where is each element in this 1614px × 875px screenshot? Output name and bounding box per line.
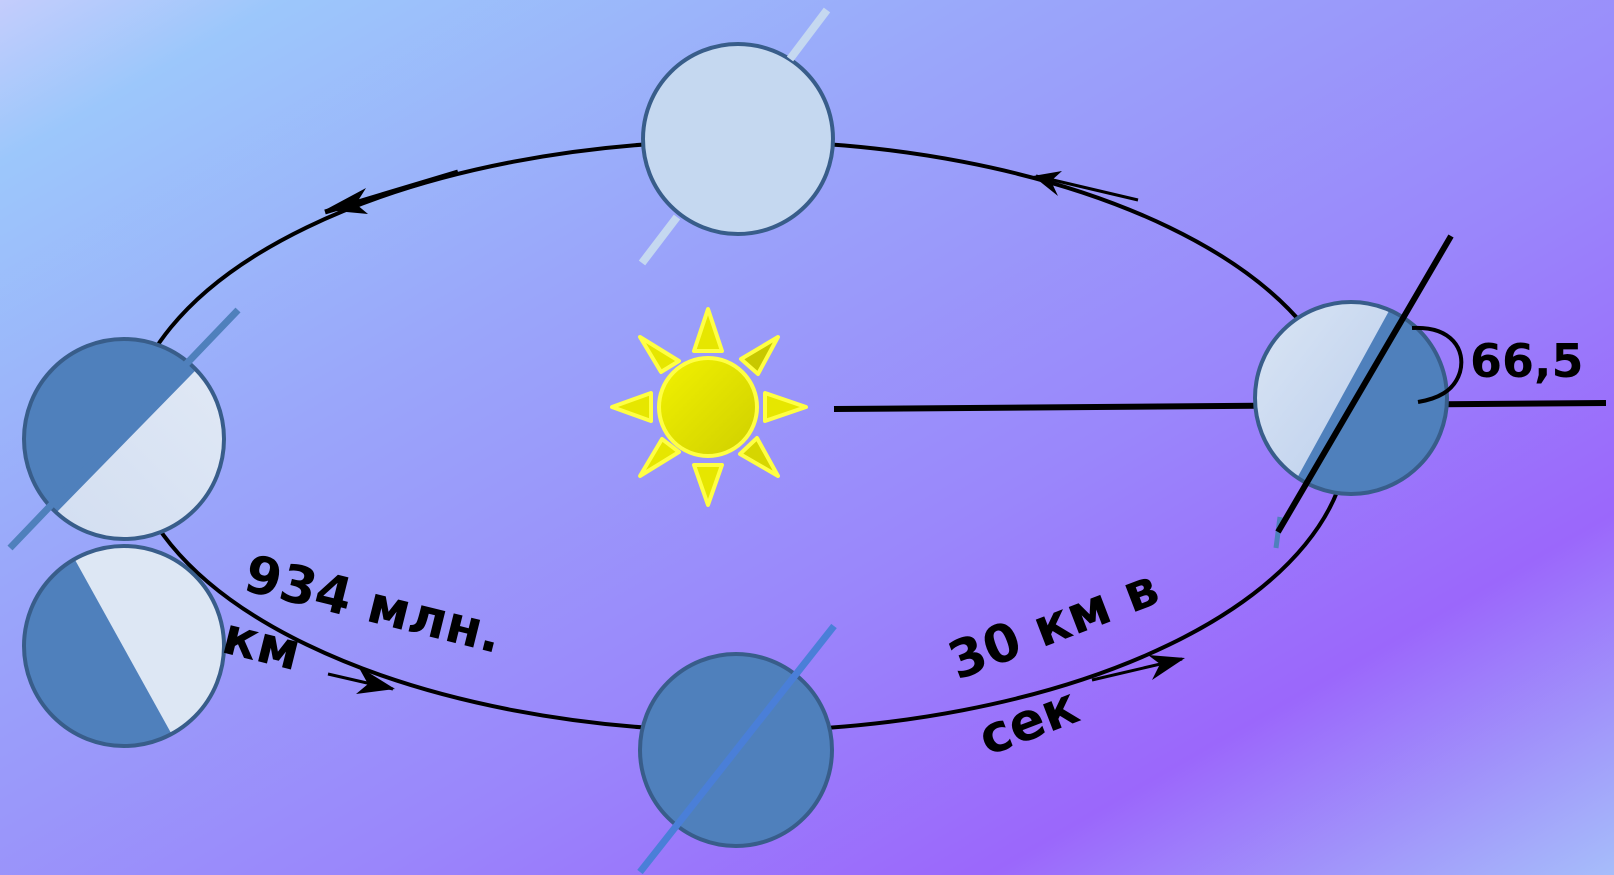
- sun-ray-line: [833, 400, 1607, 412]
- planet-top: [638, 7, 835, 266]
- planet-right: [1253, 234, 1454, 549]
- sun-icon: [610, 307, 808, 507]
- orbit-arrow-top-right: [1033, 171, 1139, 202]
- planet-left-lower: [22, 544, 226, 748]
- axial-angle-arc: [1411, 325, 1464, 404]
- axial-angle-label: 66,5: [1470, 334, 1584, 388]
- orbit-arrow-bottom-left: [327, 666, 395, 694]
- orbit-arrow-bottom-right: [1091, 655, 1185, 682]
- orbit-arrow-top-left: [324, 169, 459, 215]
- planet-bottom: [637, 623, 837, 875]
- planet-left: [7, 307, 241, 551]
